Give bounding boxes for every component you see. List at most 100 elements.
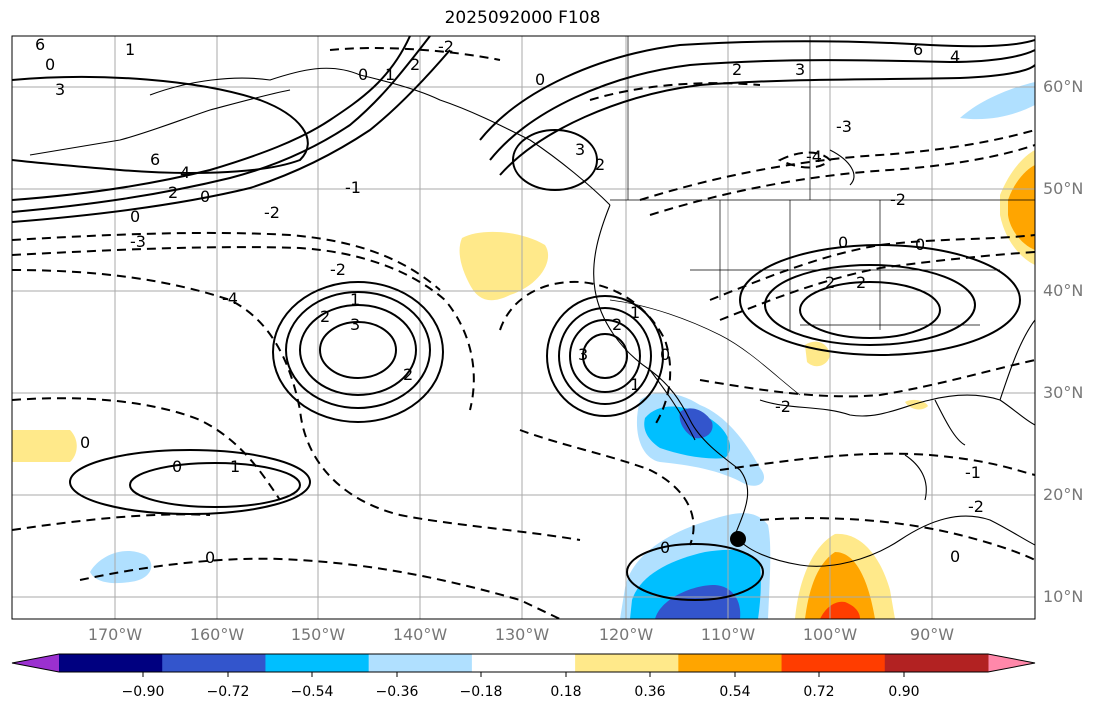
lon-label-110w: 110°W [700, 625, 756, 644]
colorbar-swatch [781, 654, 886, 672]
contour-label: 0 [358, 65, 368, 84]
contour-neg-9 [709, 234, 1035, 301]
contour-label: -3 [130, 232, 146, 251]
contour-label: 0 [950, 547, 960, 566]
contour-gulf-alaska-low [512, 129, 598, 191]
contour-label: -2 [264, 203, 280, 222]
contour-high-central-pacific-1 [319, 321, 397, 379]
contour-neg-11 [699, 359, 1035, 398]
colorbar-under-extension [12, 654, 59, 672]
contour-hawaii-1 [129, 462, 301, 508]
lon-label-170w: 170°W [87, 625, 143, 644]
contour-label: -4 [222, 289, 238, 308]
shade-orange-atlantic [1008, 165, 1035, 250]
colorbar-tick-label: −0.54 [290, 684, 334, 700]
contour-label: -2 [890, 190, 906, 209]
lat-label-10n: 10°N [1043, 587, 1084, 606]
contour-label: -2 [438, 37, 454, 56]
contour-label: 2 [612, 315, 622, 334]
contour-low-offshore-2 [569, 319, 641, 393]
map-frame [11, 35, 1036, 620]
political-borders [609, 36, 1035, 396]
shade-orange-e-pacific [805, 552, 875, 619]
colorbar-swatch [575, 654, 679, 672]
us-west-coast [593, 204, 1035, 567]
yucatan [904, 454, 927, 501]
contour-label: 0 [535, 70, 545, 89]
east-coast [999, 319, 1035, 401]
contour-ne-2 [489, 49, 1035, 161]
lon-label-130w: 130°W [494, 625, 550, 644]
contour-label: 4 [180, 163, 190, 182]
contour-label: 0 [915, 235, 925, 254]
contour-label: 1 [230, 457, 240, 476]
colorbar-tick-label: 0.18 [550, 684, 582, 700]
colorbar-tick-label: 0.90 [888, 684, 920, 700]
colorbar-swatch [59, 654, 163, 672]
contour-label: 2 [403, 365, 413, 384]
colorbar-tick-label: 0.72 [803, 684, 835, 700]
shade-yellow-west [12, 430, 77, 462]
contour-label: 0 [130, 207, 140, 226]
contour-high-central-pacific-2 [299, 304, 417, 396]
contour-label: -3 [836, 117, 852, 136]
contour-label: -2 [330, 260, 346, 279]
contour-label: 1 [385, 65, 395, 84]
contour-neg-16 [329, 47, 501, 61]
contours-dashed [12, 47, 1035, 619]
contour-label: 0 [200, 187, 210, 206]
contour-label: 0 [205, 548, 215, 567]
contour-label: 2 [732, 60, 742, 79]
contour-label: 2 [825, 273, 835, 292]
contour-label: 6 [150, 150, 160, 169]
contour-label: 0 [838, 233, 848, 252]
lat-label-30n: 30°N [1043, 383, 1084, 402]
hudson-bay [829, 149, 855, 186]
map-plot-area: 3 2 3 2 0 2 2 0 0 0 1 0 0 0 -4 -3 6 4 2 … [12, 36, 1035, 619]
contour-great-lakes-3 [739, 244, 1021, 356]
contour-label: 2 [595, 155, 605, 174]
contour-label: 2 [856, 273, 866, 292]
baja [649, 369, 696, 441]
lat-label-20n: 20°N [1043, 485, 1084, 504]
contour-label: 3 [795, 60, 805, 79]
contour-label: -2 [775, 397, 791, 416]
florida [934, 399, 966, 446]
contour-neg-1 [12, 231, 441, 291]
contour-label: 0 [660, 345, 670, 364]
contour-label: 0 [45, 55, 55, 74]
contour-low-offshore-3 [558, 307, 652, 405]
colorbar-swatch [162, 654, 266, 672]
contour-north-pacific-ridge [12, 75, 309, 174]
contour-neg-13 [759, 517, 1035, 561]
gridlines [12, 36, 1035, 619]
contour-westerly-1 [12, 36, 411, 201]
colorbar-tick-label: −0.18 [459, 684, 503, 700]
contour-label: 3 [350, 315, 360, 334]
storm-position-marker [730, 531, 746, 547]
contour-label: -1 [965, 463, 981, 482]
colorbar [11, 653, 1036, 677]
contour-neg-4 [12, 397, 281, 501]
colorbar-outline [11, 653, 1036, 673]
contour-high-central-pacific-3 [285, 291, 431, 409]
colorbar-tick-label: 0.54 [719, 684, 751, 700]
shade-yellow-ne-pacific [459, 231, 549, 301]
contour-label: 1 [350, 290, 360, 309]
colorbar-swatch [368, 654, 473, 672]
contour-label: 3 [55, 80, 65, 99]
colorbar-swatch [471, 654, 576, 672]
lon-label-160w: 160°W [189, 625, 245, 644]
lon-label-150w: 150°W [290, 625, 346, 644]
contour-pacific-tropical [626, 543, 764, 601]
lon-label-100w: 100°W [802, 625, 858, 644]
contour-label: -2 [968, 497, 984, 516]
contour-great-lakes-2 [764, 264, 976, 346]
contour-low-offshore-1 [582, 333, 628, 379]
contour-label: 0 [660, 538, 670, 557]
shade-dkblue-pacific [655, 585, 741, 619]
contour-label: 1 [630, 375, 640, 394]
lon-label-140w: 140°W [392, 625, 448, 644]
contour-great-lakes-1 [799, 281, 941, 339]
